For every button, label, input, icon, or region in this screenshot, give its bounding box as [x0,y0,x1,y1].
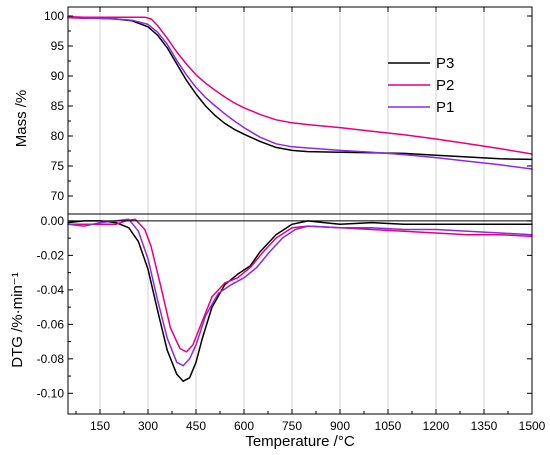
series-lines [67,15,533,382]
axis-ticks: 150 300 450 600 750 900 1050 1200 1350 1500 70 75 80… [37,7,546,433]
series-line-mass-p3 [67,16,533,161]
y-tick-label: 70 [51,189,65,203]
y-tick-label: -0.08 [37,352,65,366]
x-tick-label: 1500 [519,419,546,433]
x-tick-label: 1350 [471,419,498,433]
dtg-axis-title: DTG /%·min⁻¹ [9,272,26,367]
series-line-mass-p2 [67,15,533,155]
mass-panel-frame [67,6,533,215]
dtg-panel-frame [67,213,533,415]
series-line-dtg-p2 [67,218,533,353]
y-tick-label: -0.10 [37,386,65,400]
x-tick-label: 450 [186,419,206,433]
y-tick-label: 95 [51,39,65,53]
x-axis-title: Temperature /°C [245,433,355,450]
series-line-dtg-p1 [67,218,533,367]
series-line-dtg-p3 [67,220,533,382]
y-tick-label: 85 [51,99,65,113]
legend-label: P3 [436,55,454,72]
x-tick-label: 600 [234,419,254,433]
y-tick-label: 75 [51,159,65,173]
x-tick-label: 750 [282,419,302,433]
legend-label: P1 [436,99,454,116]
x-tick-label: 1050 [375,419,402,433]
y-tick-label: 0.00 [41,214,65,228]
y-tick-label: 80 [51,129,65,143]
legend-label: P2 [436,77,454,94]
y-tick-label: 90 [51,69,65,83]
vertical-grid-lines [99,7,485,414]
x-tick-label: 300 [138,419,158,433]
mass-axis-title: Mass /% [13,90,30,148]
y-tick-label: -0.06 [37,317,65,331]
series-line-mass-p1 [67,17,533,170]
y-tick-label: -0.02 [37,248,65,262]
x-tick-label: 1200 [423,419,450,433]
y-tick-label: -0.04 [37,283,65,297]
legend: P3 P2 P1 [388,55,454,116]
x-tick-label: 900 [330,419,350,433]
y-tick-label: 100 [44,9,64,23]
x-tick-label: 150 [90,419,110,433]
